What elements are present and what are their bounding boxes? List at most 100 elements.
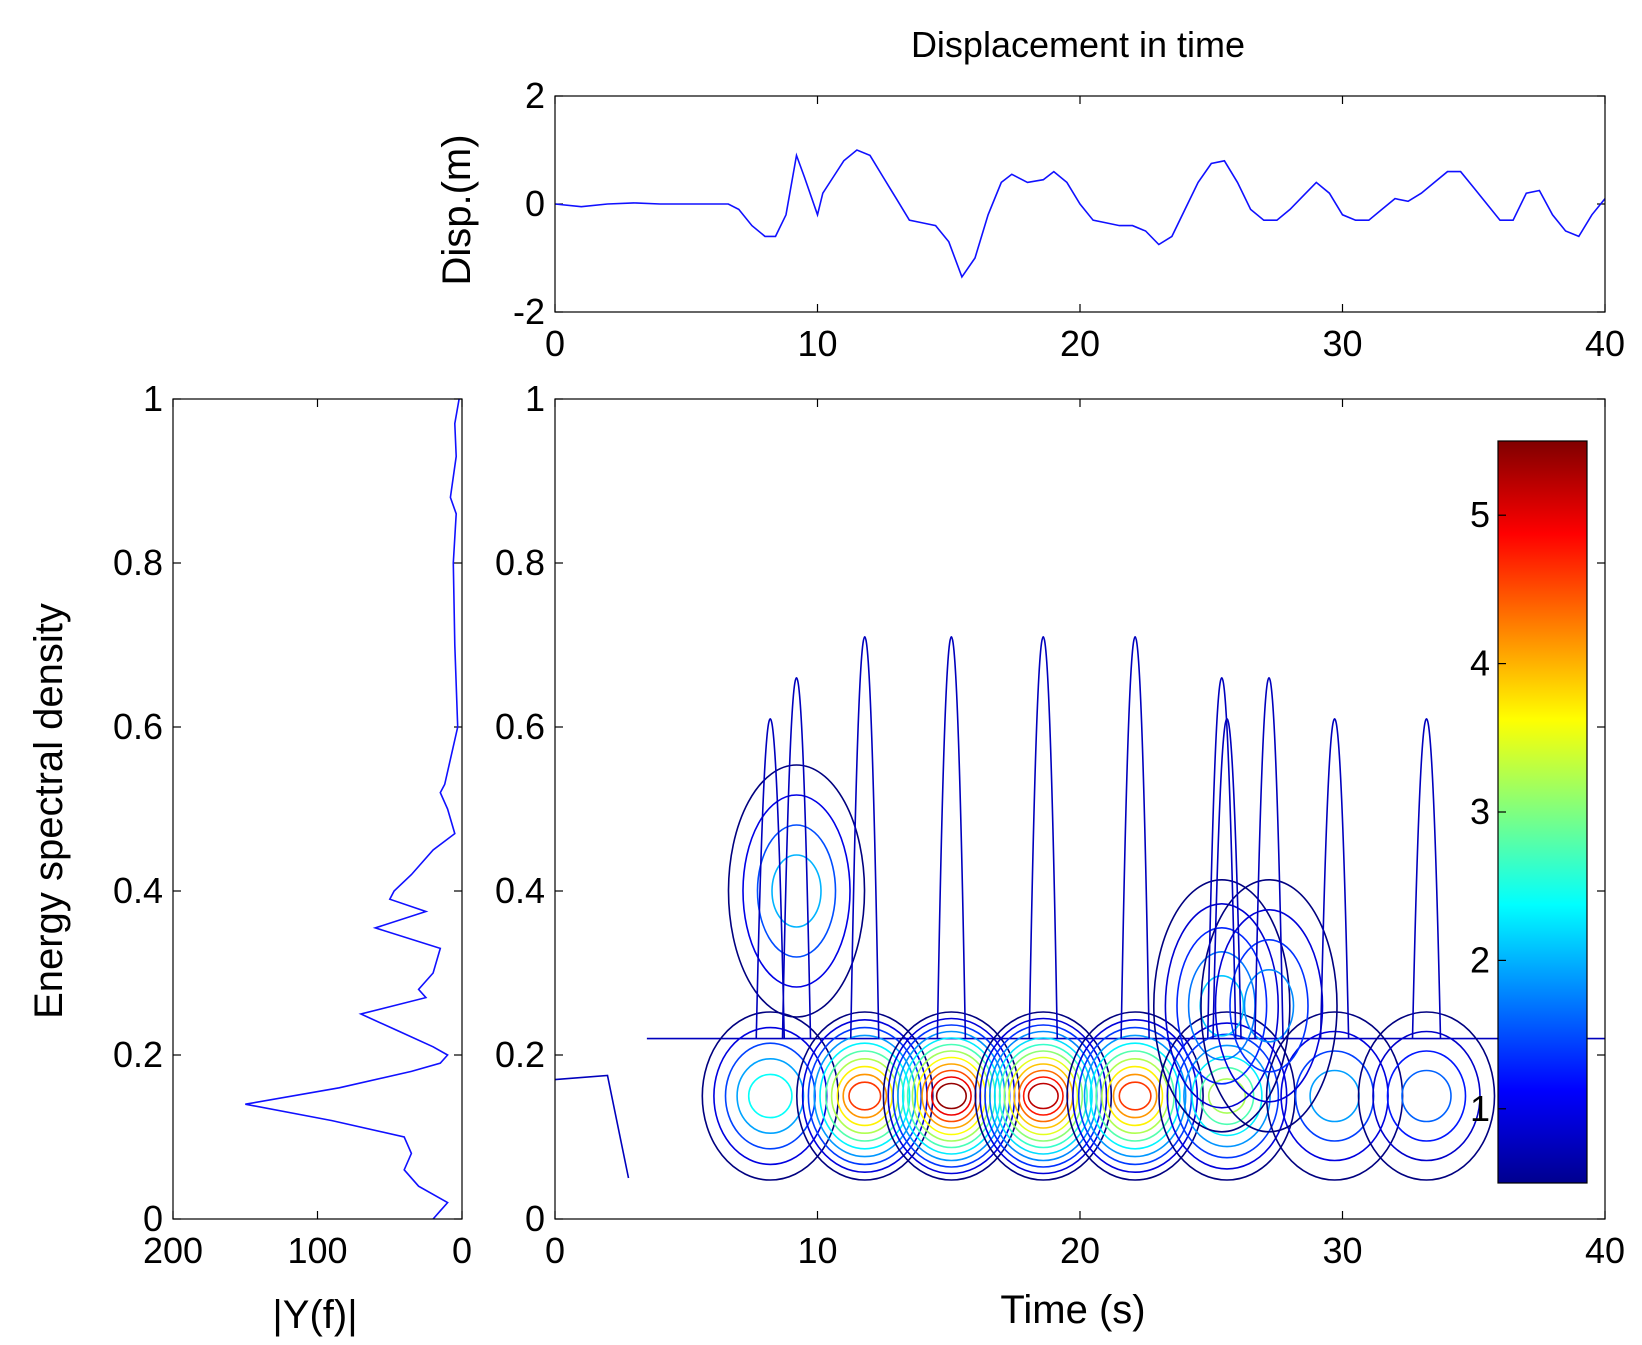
displacement-x-tick-label: 0 bbox=[545, 323, 565, 364]
contour-ring bbox=[795, 1011, 934, 1181]
time-x-tick-label: 0 bbox=[545, 1230, 565, 1271]
contour-spike bbox=[849, 636, 880, 1039]
spectrum-y-label: Energy spectral density bbox=[27, 603, 71, 1019]
frequency-y-tick-label: 0.6 bbox=[495, 706, 545, 747]
displacement-y-label: Disp.(m) bbox=[435, 134, 479, 285]
contour-ring bbox=[1153, 878, 1291, 1133]
contour-band-outline bbox=[554, 1037, 1605, 1179]
contour-ring bbox=[742, 794, 851, 988]
frequency-y-tick-label: 0.2 bbox=[495, 1034, 545, 1075]
contour-ring bbox=[1083, 1034, 1187, 1158]
displacement-x-tick-label: 10 bbox=[797, 323, 837, 364]
contour-spike bbox=[781, 677, 812, 1039]
contour-spike bbox=[1254, 677, 1284, 1039]
contour-ring bbox=[824, 1050, 905, 1142]
contour-ring bbox=[1199, 1066, 1255, 1126]
spectrum-y-tick-label: 0.8 bbox=[113, 542, 163, 583]
contour-ring bbox=[836, 1065, 893, 1127]
spectrum-x-tick-label: 100 bbox=[287, 1230, 347, 1271]
contour-ring bbox=[1003, 1050, 1084, 1142]
contour-ring bbox=[1229, 938, 1309, 1073]
contour-spike bbox=[1319, 718, 1350, 1039]
contour-ring bbox=[771, 854, 822, 928]
spectrum-y-tick-label: 0.4 bbox=[113, 870, 163, 911]
displacement-title: Displacement in time bbox=[911, 24, 1245, 65]
spectrum-y-tick-label: 1 bbox=[143, 378, 163, 419]
frequency-y-tick-label: 0.4 bbox=[495, 870, 545, 911]
contour-ring bbox=[1372, 1030, 1481, 1162]
displacement-axes-box bbox=[554, 95, 1606, 313]
contour-ring bbox=[935, 1082, 968, 1110]
contour-ring bbox=[1357, 1011, 1496, 1181]
colorbar: 1 2 3 4 5 bbox=[1470, 440, 1588, 1184]
contour-ring bbox=[1401, 1069, 1452, 1123]
time-x-label: Time (s) bbox=[1000, 1288, 1145, 1332]
time-x-tick-label: 30 bbox=[1322, 1230, 1362, 1271]
contour-ring bbox=[727, 764, 866, 1018]
contour-ring bbox=[747, 1073, 793, 1119]
contour-ring bbox=[813, 1034, 917, 1158]
contour-ring bbox=[1191, 1055, 1263, 1137]
time-frequency-chart: Time (s) 0 10 20 30 40 0 0.2 0.4 0.6 0.8 1 1 2 3 4 5 bbox=[495, 378, 1625, 1332]
contour-ring bbox=[1214, 908, 1324, 1103]
contour-ring bbox=[1027, 1082, 1059, 1110]
spectrum-x-tick-label: 200 bbox=[143, 1230, 203, 1271]
contour-ring bbox=[993, 1037, 1093, 1155]
displacement-y-tick-label: -2 bbox=[513, 291, 545, 332]
contour-ring bbox=[930, 1076, 972, 1116]
contour-ring bbox=[979, 1017, 1108, 1175]
contour-ring bbox=[1101, 1058, 1170, 1135]
colorbar-tick-label: 5 bbox=[1470, 494, 1490, 535]
frequency-y-tick-label: 0 bbox=[525, 1198, 545, 1239]
displacement-y-tick-label: 2 bbox=[525, 75, 545, 116]
contour-ring bbox=[848, 1081, 882, 1111]
spectrum-y-tick-label: 0 bbox=[143, 1198, 163, 1239]
displacement-x-tick-label: 20 bbox=[1060, 323, 1100, 364]
contour-ring bbox=[1164, 902, 1280, 1109]
contour-spike bbox=[936, 636, 967, 1039]
contour-ring bbox=[1066, 1011, 1204, 1181]
contour-ring bbox=[1106, 1065, 1164, 1127]
contour-ring bbox=[1008, 1056, 1079, 1136]
contour-ring bbox=[1118, 1081, 1152, 1111]
spectrum-series-line bbox=[245, 398, 460, 1220]
contour-ring bbox=[1243, 968, 1295, 1043]
spectrum-y-tick-label: 0.6 bbox=[113, 706, 163, 747]
contour-spike bbox=[1206, 677, 1237, 1039]
displacement-series-line bbox=[554, 149, 1606, 279]
frequency-y-tick-label: 0.8 bbox=[495, 542, 545, 583]
contour-spike bbox=[1212, 718, 1242, 1039]
contour-ring bbox=[819, 1042, 911, 1150]
contour-ring bbox=[1176, 926, 1268, 1085]
contour-ring bbox=[756, 824, 837, 958]
contour-ring bbox=[701, 1011, 840, 1181]
contour-ring bbox=[807, 1026, 922, 1166]
contour-lines bbox=[554, 636, 1605, 1181]
colorbar-gradient bbox=[1497, 440, 1588, 1184]
contour-spike bbox=[1411, 718, 1442, 1039]
contour-ring bbox=[998, 1043, 1088, 1149]
displacement-x-tick-label: 40 bbox=[1585, 323, 1625, 364]
time-frequency-axes-box bbox=[554, 398, 1606, 1220]
time-x-tick-label: 40 bbox=[1585, 1230, 1625, 1271]
contour-ring bbox=[1072, 1018, 1199, 1173]
time-x-tick-label: 20 bbox=[1060, 1230, 1100, 1271]
contour-ring bbox=[1200, 878, 1338, 1133]
contour-spike bbox=[755, 718, 786, 1039]
contour-spike bbox=[1028, 636, 1059, 1039]
displacement-chart: Displacement in time Disp.(m) 0 10 20 30 402… bbox=[435, 24, 1625, 364]
frequency-y-tick-label: 1 bbox=[525, 378, 545, 419]
spectrum-x-label: |Y(f)| bbox=[272, 1293, 357, 1337]
contour-ring bbox=[724, 1042, 816, 1150]
contour-ring bbox=[842, 1073, 888, 1119]
spectrum-y-tick-label: 0.2 bbox=[113, 1034, 163, 1075]
colorbar-tick-label: 4 bbox=[1470, 643, 1490, 684]
contour-ring bbox=[713, 1026, 828, 1166]
contour-ring bbox=[1386, 1050, 1467, 1142]
colorbar-tick-label: 3 bbox=[1470, 791, 1490, 832]
contour-ring bbox=[1022, 1076, 1064, 1116]
contour-ring bbox=[1089, 1042, 1181, 1150]
contour-ring bbox=[1207, 1078, 1247, 1114]
contour-ring bbox=[974, 1011, 1113, 1181]
